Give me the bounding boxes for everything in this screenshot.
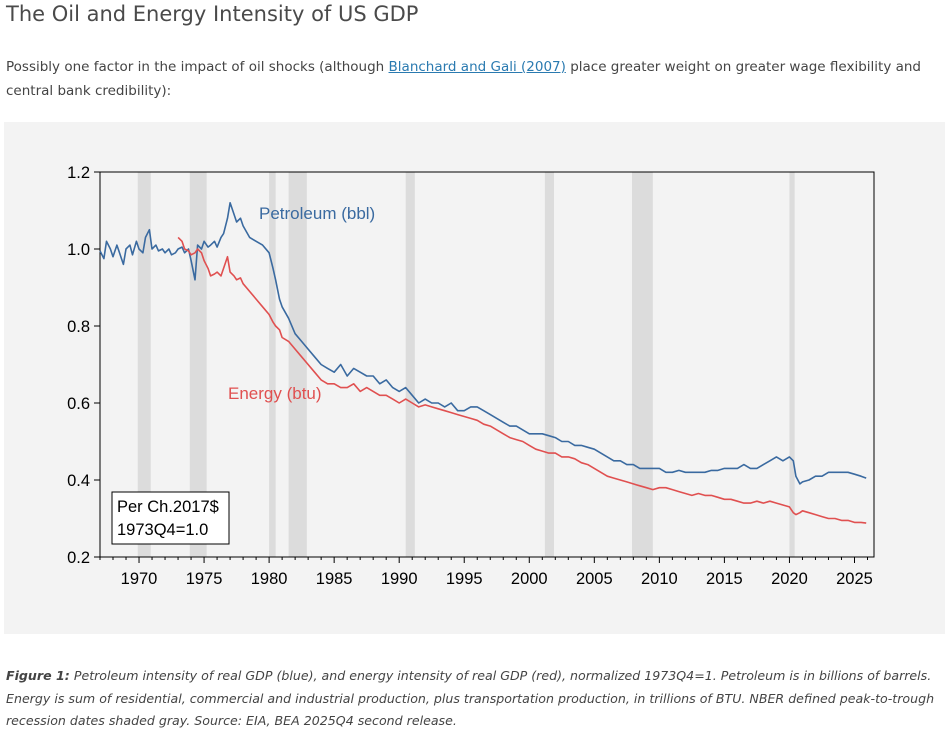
x-axis: 1970 1975 1980 1985 1990 1995 2000 2005 2010 2015… <box>99 557 873 588</box>
note-line-normalization: 1973Q4=1.0 <box>117 521 208 539</box>
x-tick-label-1: 1975 <box>186 570 223 588</box>
recession-band-6 <box>632 172 653 557</box>
plot-frame <box>99 171 875 558</box>
note-line-units: Per Ch.2017$ <box>117 498 219 516</box>
x-tick-label-5: 1995 <box>446 570 483 588</box>
series-label-energy: Energy (btu) <box>228 384 322 403</box>
x-tick-label-3: 1985 <box>316 570 353 588</box>
recession-band-2 <box>269 172 276 557</box>
y-axis: 0.2 0.4 0.6 0.8 1.0 1.2 <box>67 164 100 567</box>
intro-text-before: Possibly one factor in the impact of oil… <box>6 59 389 75</box>
recession-shading-group <box>137 172 795 557</box>
recession-band-7 <box>789 172 795 557</box>
figure-caption: Figure 1: Petroleum intensity of real GD… <box>6 665 941 733</box>
x-tick-label-4: 1990 <box>381 570 418 588</box>
intensity-line-chart: 0.20.40.60.81.01.2 1970 1975 1980 1985 1990 1… <box>67 164 875 588</box>
series-line-petroleum <box>99 202 867 485</box>
caption-label: Figure 1: <box>6 668 70 683</box>
x-tick-label-8: 2010 <box>641 570 678 588</box>
x-tick-label-2: 1980 <box>251 570 288 588</box>
intro-paragraph: Possibly one factor in the impact of oil… <box>6 55 941 103</box>
caption-text: Petroleum intensity of real GDP (blue), … <box>6 668 935 728</box>
y-tick-label-0: 0.2 <box>67 549 90 567</box>
series-lines-group <box>99 202 867 524</box>
series-line-energy <box>177 236 867 524</box>
figure-container: 0.2 0.4 0.6 0.8 1.0 1.2 1970 1975 1980 1985 1990 1… <box>4 122 945 634</box>
y-tick-label-2: 0.6 <box>67 395 90 413</box>
recession-band-5 <box>544 172 554 557</box>
note-box-frame <box>111 491 230 545</box>
post-title: The Oil and Energy Intensity of US GDP <box>6 2 419 26</box>
recession-band-0 <box>137 172 151 557</box>
x-tick-label-9: 2015 <box>706 570 743 588</box>
y-tick-label-1: 0.4 <box>67 472 90 490</box>
y-tick-label-5: 1.2 <box>67 164 90 182</box>
recession-band-1 <box>189 172 207 557</box>
intro-text-after: place greater weight on greater wage fle… <box>6 59 921 99</box>
normalization-note-box: Per Ch.2017$ 1973Q4=1.0 <box>111 491 230 545</box>
x-tick-label-10: 2020 <box>771 570 808 588</box>
recession-band-3 <box>288 172 307 557</box>
y-tick-label-4: 1.0 <box>67 241 90 259</box>
x-tick-label-6: 2000 <box>511 570 548 588</box>
y-tick-label-3: 0.8 <box>67 318 90 336</box>
series-label-petroleum: Petroleum (bbl) <box>259 204 375 223</box>
recession-band-4 <box>405 172 415 557</box>
x-tick-label-7: 2005 <box>576 570 613 588</box>
blanchard-gali-link[interactable]: Blanchard and Gali (2007) <box>388 59 566 75</box>
x-tick-label-0: 1970 <box>121 570 158 588</box>
x-tick-label-11: 2025 <box>836 570 873 588</box>
